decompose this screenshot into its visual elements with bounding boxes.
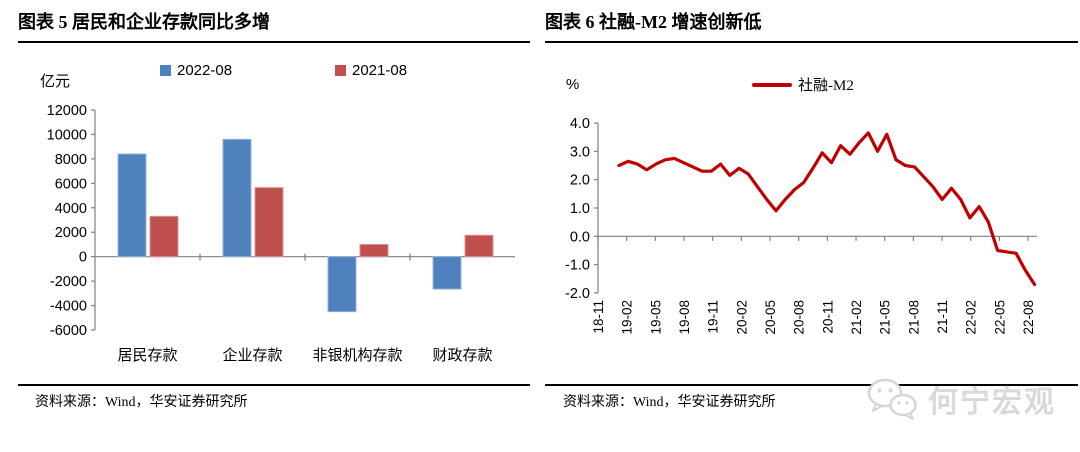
bar-2021-08-财政存款 (464, 234, 494, 258)
legend-label: 2021-08 (352, 62, 408, 79)
svg-text:0.0: 0.0 (570, 229, 590, 245)
svg-text:21-05: 21-05 (878, 300, 893, 335)
bar-series (117, 138, 494, 313)
svg-text:21-08: 21-08 (906, 300, 921, 335)
watermark-label: 何宁宏观 (928, 386, 1056, 419)
svg-text:20-05: 20-05 (763, 300, 778, 335)
svg-text:2.0: 2.0 (570, 173, 590, 189)
svg-text:财政存款: 财政存款 (432, 347, 492, 364)
svg-text:18-11: 18-11 (591, 300, 606, 334)
x-tick-labels: 18-11 19-02 19-05 19-08 19-11 20-02 20-05 20-08… (591, 300, 1036, 335)
svg-text:-1.0: -1.0 (565, 258, 590, 274)
svg-text:企业存款: 企业存款 (222, 346, 282, 364)
bar-2022-08-居民存款 (117, 153, 147, 258)
legend-item-2021-08: 2021-08 (335, 62, 407, 79)
line-chart: 4.0 3.0 2.0 1.0 0.0 -1.0 -2.018-11 19-02 19-05 19… (565, 116, 1037, 335)
left-y-axis-unit: 亿元 (40, 74, 71, 90)
svg-text:4000: 4000 (55, 201, 87, 217)
svg-text:2000: 2000 (55, 225, 87, 241)
svg-text:-2000: -2000 (50, 274, 87, 290)
left-footer-divider (18, 384, 530, 386)
svg-text:20-08: 20-08 (792, 300, 807, 335)
bar-2021-08-企业存款 (254, 187, 284, 258)
x-axis (597, 235, 1037, 241)
svg-text:3.0: 3.0 (570, 144, 590, 160)
y-axis: 12000 10000 8000 6000 4000 2000 0 -2000 -4000 -60… (47, 103, 96, 339)
left-source-note: 资料来源：Wind，华安证券研究所 (35, 395, 248, 410)
bar-chart: 12000 10000 8000 6000 4000 2000 0 -2000 -4000 -60… (47, 103, 515, 364)
right-y-axis-unit: % (566, 76, 580, 93)
legend-item-shegong-m2: 社融-M2 (752, 74, 854, 95)
svg-text:22-08: 22-08 (1021, 300, 1036, 335)
wechat-icon (867, 378, 917, 420)
right-source-note: 资料来源：Wind，华安证券研究所 (563, 395, 776, 410)
svg-text:19-11: 19-11 (706, 300, 721, 334)
svg-text:居民存款: 居民存款 (117, 347, 177, 364)
series-line-shegong-m2 (617, 131, 1037, 287)
svg-text:-4000: -4000 (50, 299, 87, 315)
svg-text:6000: 6000 (55, 176, 87, 192)
bar-2022-08-企业存款 (222, 138, 252, 258)
legend-line-icon (752, 82, 792, 87)
svg-text:19-08: 19-08 (677, 300, 692, 335)
svg-text:1.0: 1.0 (570, 201, 590, 217)
bar-2022-08-财政存款 (432, 256, 462, 290)
svg-text:0: 0 (79, 250, 87, 266)
svg-text:19-05: 19-05 (648, 300, 663, 335)
y-axis: 4.0 3.0 2.0 1.0 0.0 -1.0 -2.0 (565, 116, 599, 302)
legend-square-icon (160, 65, 171, 76)
svg-text:-6000: -6000 (50, 323, 87, 339)
svg-text:21-02: 21-02 (849, 300, 864, 335)
svg-text:8000: 8000 (55, 152, 87, 168)
bar-2021-08-非银机构存款 (359, 243, 389, 258)
svg-text:20-11: 20-11 (820, 300, 835, 334)
svg-text:-2.0: -2.0 (565, 286, 590, 302)
watermark: 何宁宏观 (866, 376, 1056, 422)
svg-text:22-02: 22-02 (964, 300, 979, 335)
svg-text:4.0: 4.0 (570, 116, 590, 132)
legend-square-icon (335, 65, 346, 76)
category-labels: 居民存款 企业存款 非银机构存款 财政存款 (117, 346, 492, 364)
svg-text:12000: 12000 (47, 103, 87, 119)
svg-text:21-11: 21-11 (935, 300, 950, 334)
svg-text:19-02: 19-02 (620, 300, 635, 335)
right-chart-title: 图表 6 社融-M2 增速创新低 (545, 8, 1078, 43)
left-chart-title: 图表 5 居民和企业存款同比多增 (18, 8, 530, 43)
bar-2021-08-居民存款 (149, 215, 179, 258)
bar-2022-08-非银机构存款 (327, 256, 357, 313)
legend-label: 2022-08 (177, 62, 233, 79)
legend-label: 社融-M2 (798, 78, 854, 94)
right-footer-divider (545, 384, 1078, 386)
svg-text:非银机构存款: 非银机构存款 (312, 347, 402, 364)
svg-text:22-05: 22-05 (992, 300, 1007, 335)
legend-item-2022-08: 2022-08 (160, 62, 232, 79)
svg-text:20-02: 20-02 (734, 300, 749, 335)
svg-text:10000: 10000 (47, 127, 87, 143)
